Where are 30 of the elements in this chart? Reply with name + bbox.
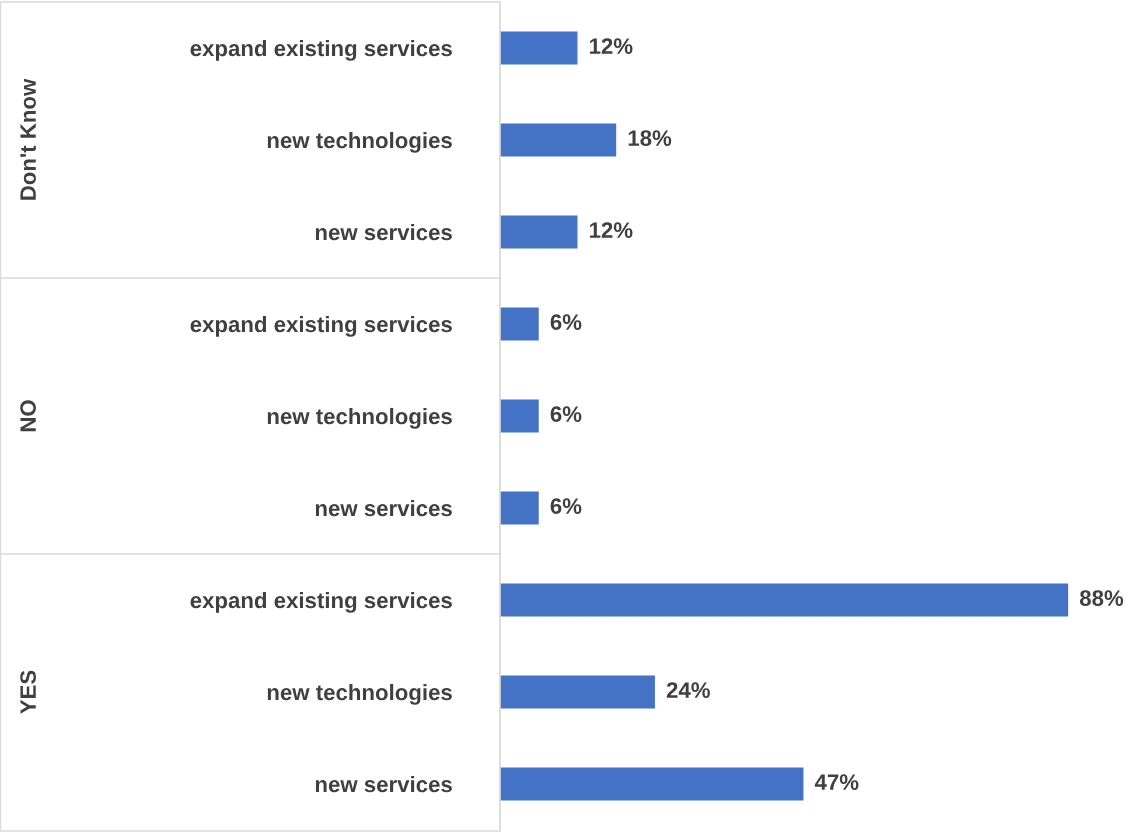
data-label: 24% xyxy=(666,682,710,698)
data-label: 18% xyxy=(628,130,672,146)
y-tick-label: new technologies xyxy=(267,683,452,705)
y-tick-label: expand existing services xyxy=(190,591,452,613)
bar xyxy=(500,675,655,709)
text: YES xyxy=(20,670,36,714)
y-tick-label: new services xyxy=(315,499,452,517)
data-label: 47% xyxy=(814,774,859,790)
bar xyxy=(500,491,539,525)
y-tick-label: new services xyxy=(315,223,452,241)
bar xyxy=(500,31,578,65)
bar xyxy=(500,123,617,157)
bar xyxy=(500,307,539,341)
data-label: 6% xyxy=(550,314,582,330)
bar xyxy=(500,215,578,249)
y-tick-label: new technologies xyxy=(267,131,452,153)
data-label: 88% xyxy=(1079,590,1124,606)
y-tick-label: new services xyxy=(315,775,452,793)
y-tick-label: new technologies xyxy=(267,407,452,429)
data-label: 6% xyxy=(550,498,582,514)
bar xyxy=(500,767,804,801)
y-tick-label: expand existing services xyxy=(190,39,452,61)
bar xyxy=(500,399,539,433)
text: NO xyxy=(20,400,36,432)
y-tick-label: expand existing services xyxy=(190,315,452,337)
data-label: 12% xyxy=(589,38,633,54)
bar xyxy=(500,583,1069,617)
data-label: 6% xyxy=(550,406,582,422)
text: Don't Know xyxy=(20,78,36,200)
data-label: 12% xyxy=(589,222,633,238)
